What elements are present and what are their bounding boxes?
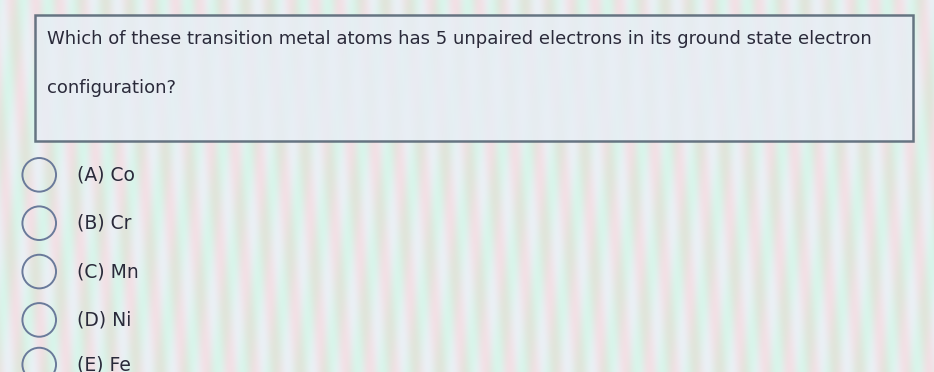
- Text: Which of these transition metal atoms has 5 unpaired electrons in its ground sta: Which of these transition metal atoms ha…: [47, 30, 871, 48]
- Text: (A) Co: (A) Co: [77, 165, 134, 185]
- Text: (C) Mn: (C) Mn: [77, 262, 138, 281]
- Text: configuration?: configuration?: [47, 79, 176, 97]
- Text: (D) Ni: (D) Ni: [77, 310, 131, 330]
- Text: (B) Cr: (B) Cr: [77, 214, 131, 233]
- Text: (E) Fe: (E) Fe: [77, 355, 131, 372]
- FancyBboxPatch shape: [35, 15, 913, 141]
